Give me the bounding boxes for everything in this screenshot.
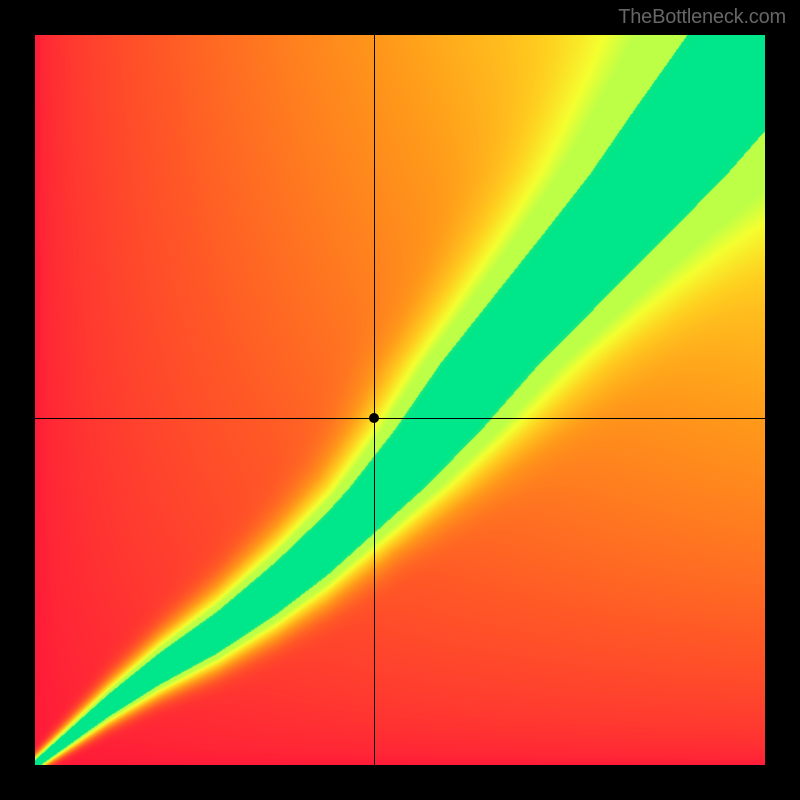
plot-area <box>35 35 765 765</box>
crosshair-vertical <box>374 35 375 765</box>
watermark-text: TheBottleneck.com <box>618 6 786 29</box>
heatmap-canvas <box>35 35 765 765</box>
crosshair-dot <box>369 413 379 423</box>
crosshair-horizontal <box>35 418 765 419</box>
chart-container: TheBottleneck.com <box>0 0 800 800</box>
